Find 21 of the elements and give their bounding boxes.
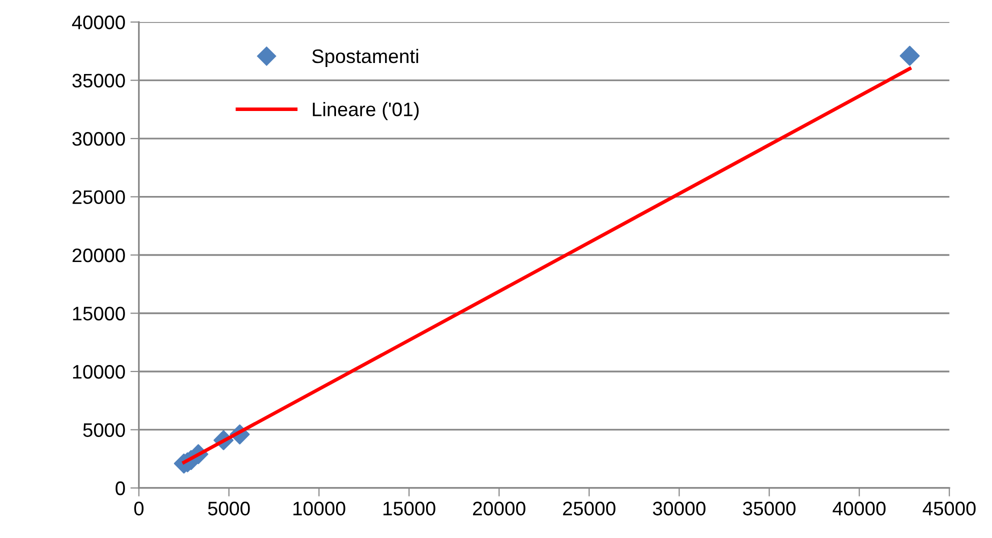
x-tick-label: 5000 [208,502,250,516]
y-tick-label: 20000 [72,248,125,262]
x-tick-label: 25000 [563,502,616,516]
x-tick-label: 10000 [293,502,346,516]
x-tick-label: 15000 [383,502,436,516]
x-tick-label: 35000 [742,502,796,516]
y-tick-label: 30000 [72,132,125,146]
y-tick-label: 10000 [73,364,125,379]
y-tick-label: 40000 [72,16,125,30]
x-tick-label: 0 [134,502,144,516]
legend-label: Lineare ('01) [312,102,419,120]
y-tick-label: 0 [116,481,125,496]
y-tick-label: 15000 [73,306,125,320]
y-tick-label: 25000 [72,190,125,204]
x-tick-label: 40000 [832,502,886,516]
x-tick-label: 30000 [652,502,706,516]
x-tick-label: 45000 [922,502,976,516]
x-tick-label: 20000 [473,502,526,516]
legend-label: Spostamenti [312,48,418,67]
y-tick-label: 5000 [83,423,125,437]
y-tick-label: 35000 [72,74,125,88]
